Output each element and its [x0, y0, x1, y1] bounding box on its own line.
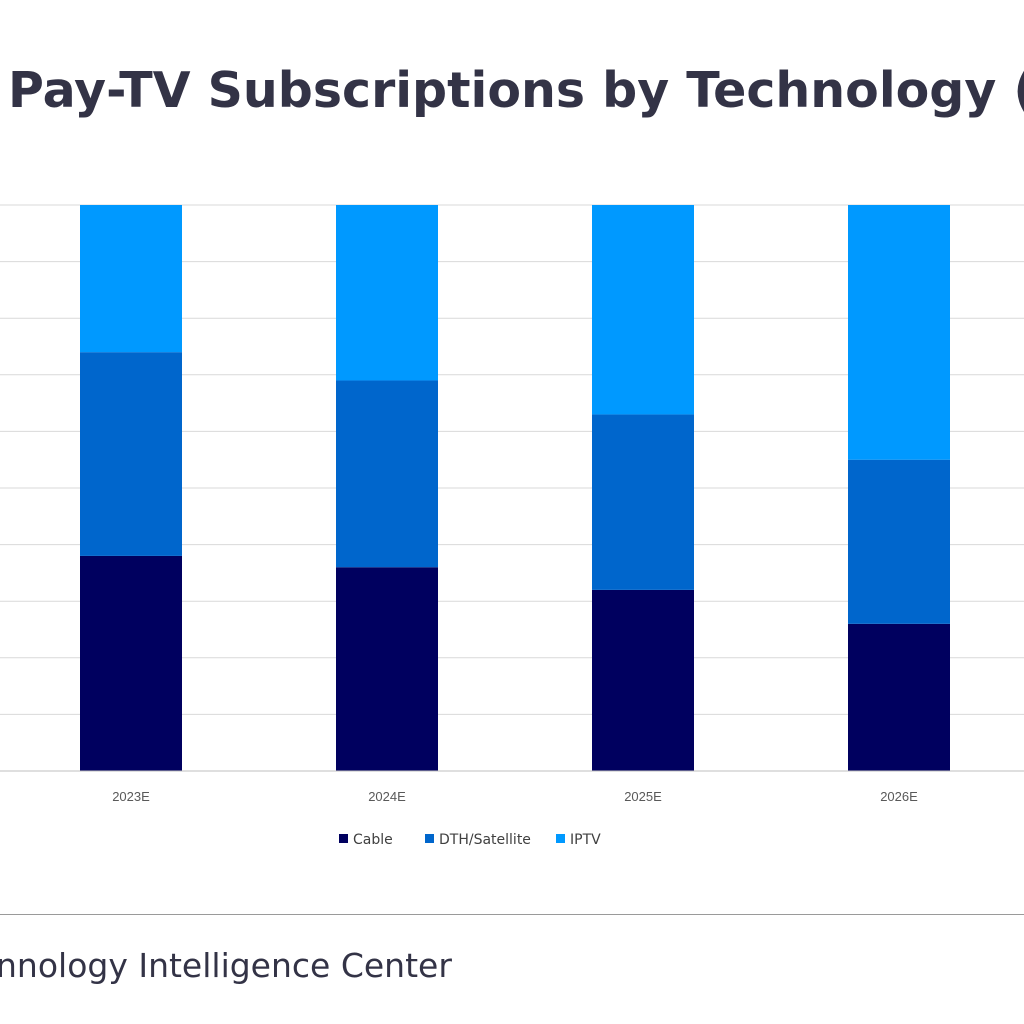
x-tick-label: 2025E: [624, 789, 662, 804]
x-tick-label: 2023E: [112, 789, 150, 804]
legend-swatch: [425, 834, 434, 843]
x-axis: 2023E 2024E 2025E 2026E: [0, 770, 1024, 804]
bar-segment-dth-satellite: [336, 380, 438, 568]
bar-segment-cable: [80, 555, 182, 771]
legend-label: Cable: [353, 832, 393, 848]
bar-segment-cable: [592, 589, 694, 771]
legend-swatch: [556, 834, 565, 843]
bar-segment-dth-satellite: [80, 352, 182, 556]
chart-title: Pay-TV Subscriptions by Technology (%), …: [8, 62, 1024, 119]
legend-swatch: [339, 834, 348, 843]
legend-label: IPTV: [570, 832, 601, 848]
bars: [80, 205, 950, 771]
bar-segment-iptv: [592, 205, 694, 415]
bar-segment-iptv: [848, 205, 950, 460]
bar-segment-dth-satellite: [592, 414, 694, 590]
bar-segment-cable: [336, 567, 438, 771]
bar-segment-iptv: [80, 205, 182, 353]
footer-divider: [0, 914, 1024, 915]
legend-label: DTH/Satellite: [439, 832, 531, 848]
legend: Cable DTH/Satellite IPTV: [339, 832, 601, 848]
bar-segment-iptv: [336, 205, 438, 381]
x-tick-label: 2024E: [368, 789, 406, 804]
bar-segment-dth-satellite: [848, 459, 950, 624]
bar-segment-cable: [848, 623, 950, 771]
source-label: nnology Intelligence Center: [0, 946, 452, 985]
x-tick-label: 2026E: [880, 789, 918, 804]
